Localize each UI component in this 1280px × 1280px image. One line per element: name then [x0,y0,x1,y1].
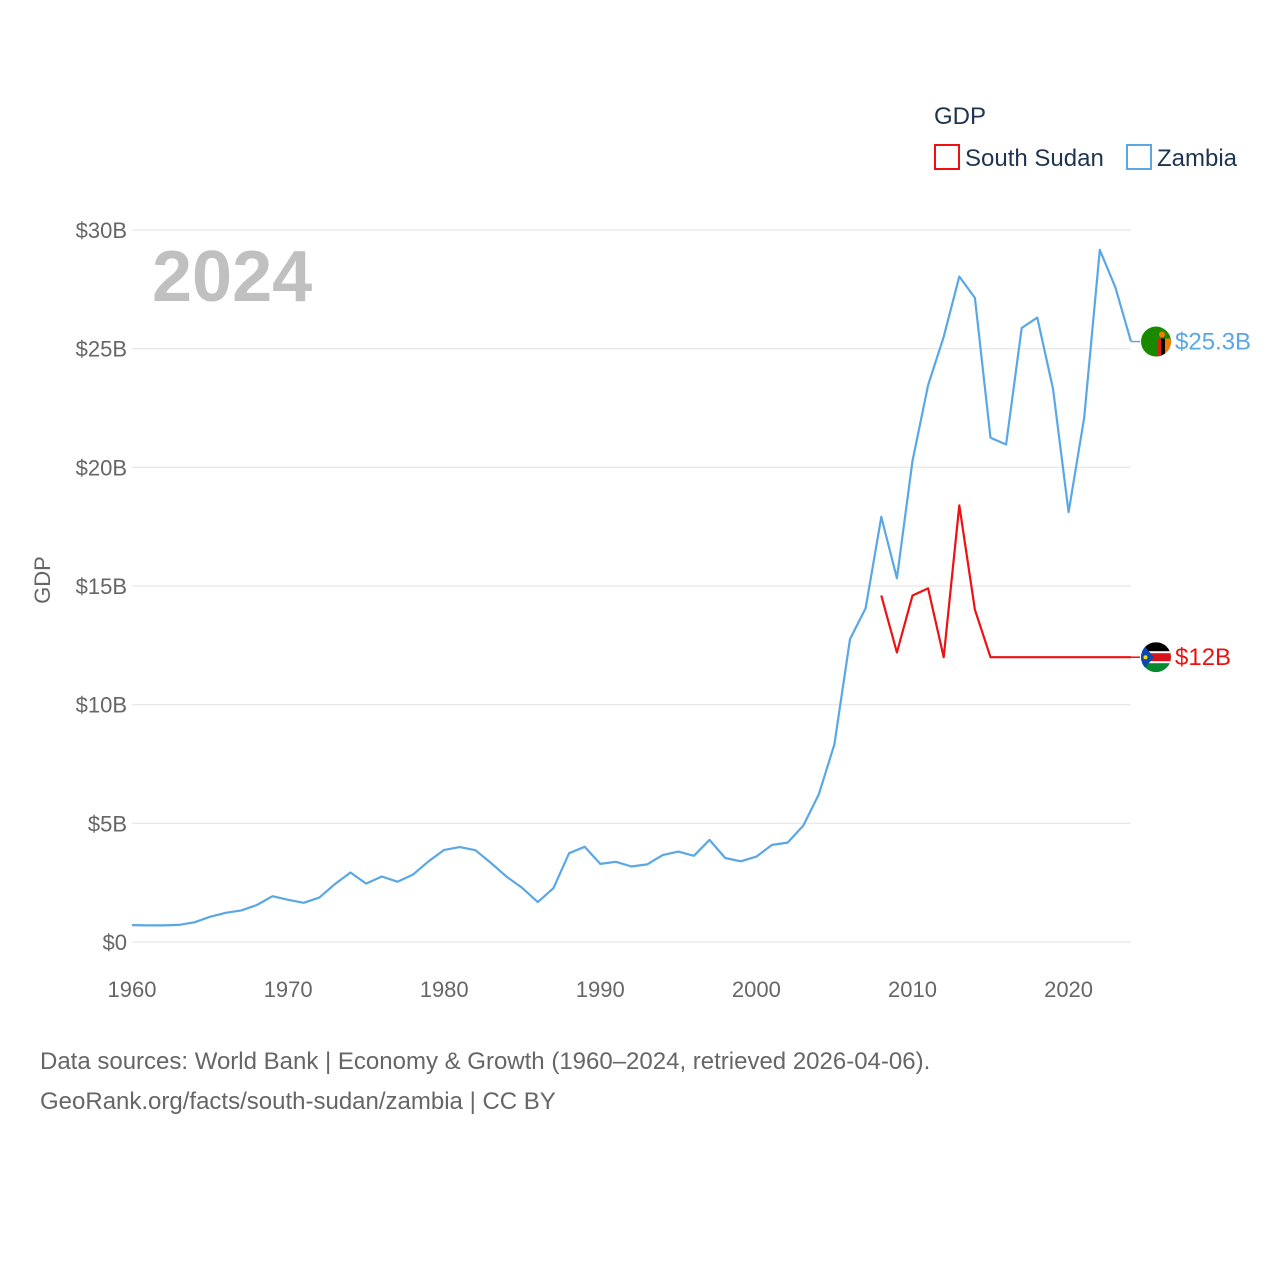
y-tick-label: $30B [76,218,127,243]
y-tick-label: $15B [76,574,127,599]
current-year-label: 2024 [152,237,312,317]
x-tick-label: 1990 [576,977,625,1002]
end-value-label-zambia: $25.3B [1175,329,1251,356]
zambia-flag-icon [1141,326,1171,357]
legend-label-south-sudan: South Sudan [965,145,1104,172]
legend-swatch-south-sudan [934,144,960,170]
source-line-2: GeoRank.org/facts/south-sudan/zambia | C… [40,1088,556,1115]
y-tick-label: $25B [76,337,127,362]
legend-swatch-zambia [1126,144,1152,170]
end-markers: $12B $25.3B [1131,326,1251,673]
south-sudan-flag-icon [1141,642,1171,673]
grid-lines [132,229,1131,943]
gdp-line-chart: $0$5B$10B$15B$20B$25B$30B 1960 1970 1980 19… [30,103,1251,1002]
legend: GDP South Sudan Zambia [934,103,1238,172]
x-tick-label: 2020 [1044,977,1093,1002]
x-tick-label: 1970 [264,977,313,1002]
y-tick-label: $5B [88,811,127,836]
series-line-zambia [131,248,1133,927]
legend-title: GDP [934,103,986,130]
legend-label-zambia: Zambia [1157,145,1238,172]
end-value-label-south-sudan: $12B [1175,644,1231,671]
y-tick-label: $0 [103,930,127,955]
source-line-1: Data sources: World Bank | Economy & Gro… [40,1048,931,1075]
y-axis-label: GDP [30,556,55,604]
source-note: Data sources: World Bank | Economy & Gro… [40,1042,1240,1122]
x-tick-label: 1960 [108,977,157,1002]
y-tick-label: $10B [76,693,127,718]
series-line-south-sudan [880,504,1131,659]
y-tick-label: $20B [76,455,127,480]
y-axis-ticks: $0 $5B $10B $15B $20B $25B $30B [76,218,127,955]
series-layer [131,248,1133,927]
x-tick-label: 2010 [888,977,937,1002]
x-tick-label: 1980 [420,977,469,1002]
x-tick-label: 2000 [732,977,781,1002]
x-axis-ticks: 1960 1970 1980 1990 2000 2010 2020 [108,977,1094,1002]
